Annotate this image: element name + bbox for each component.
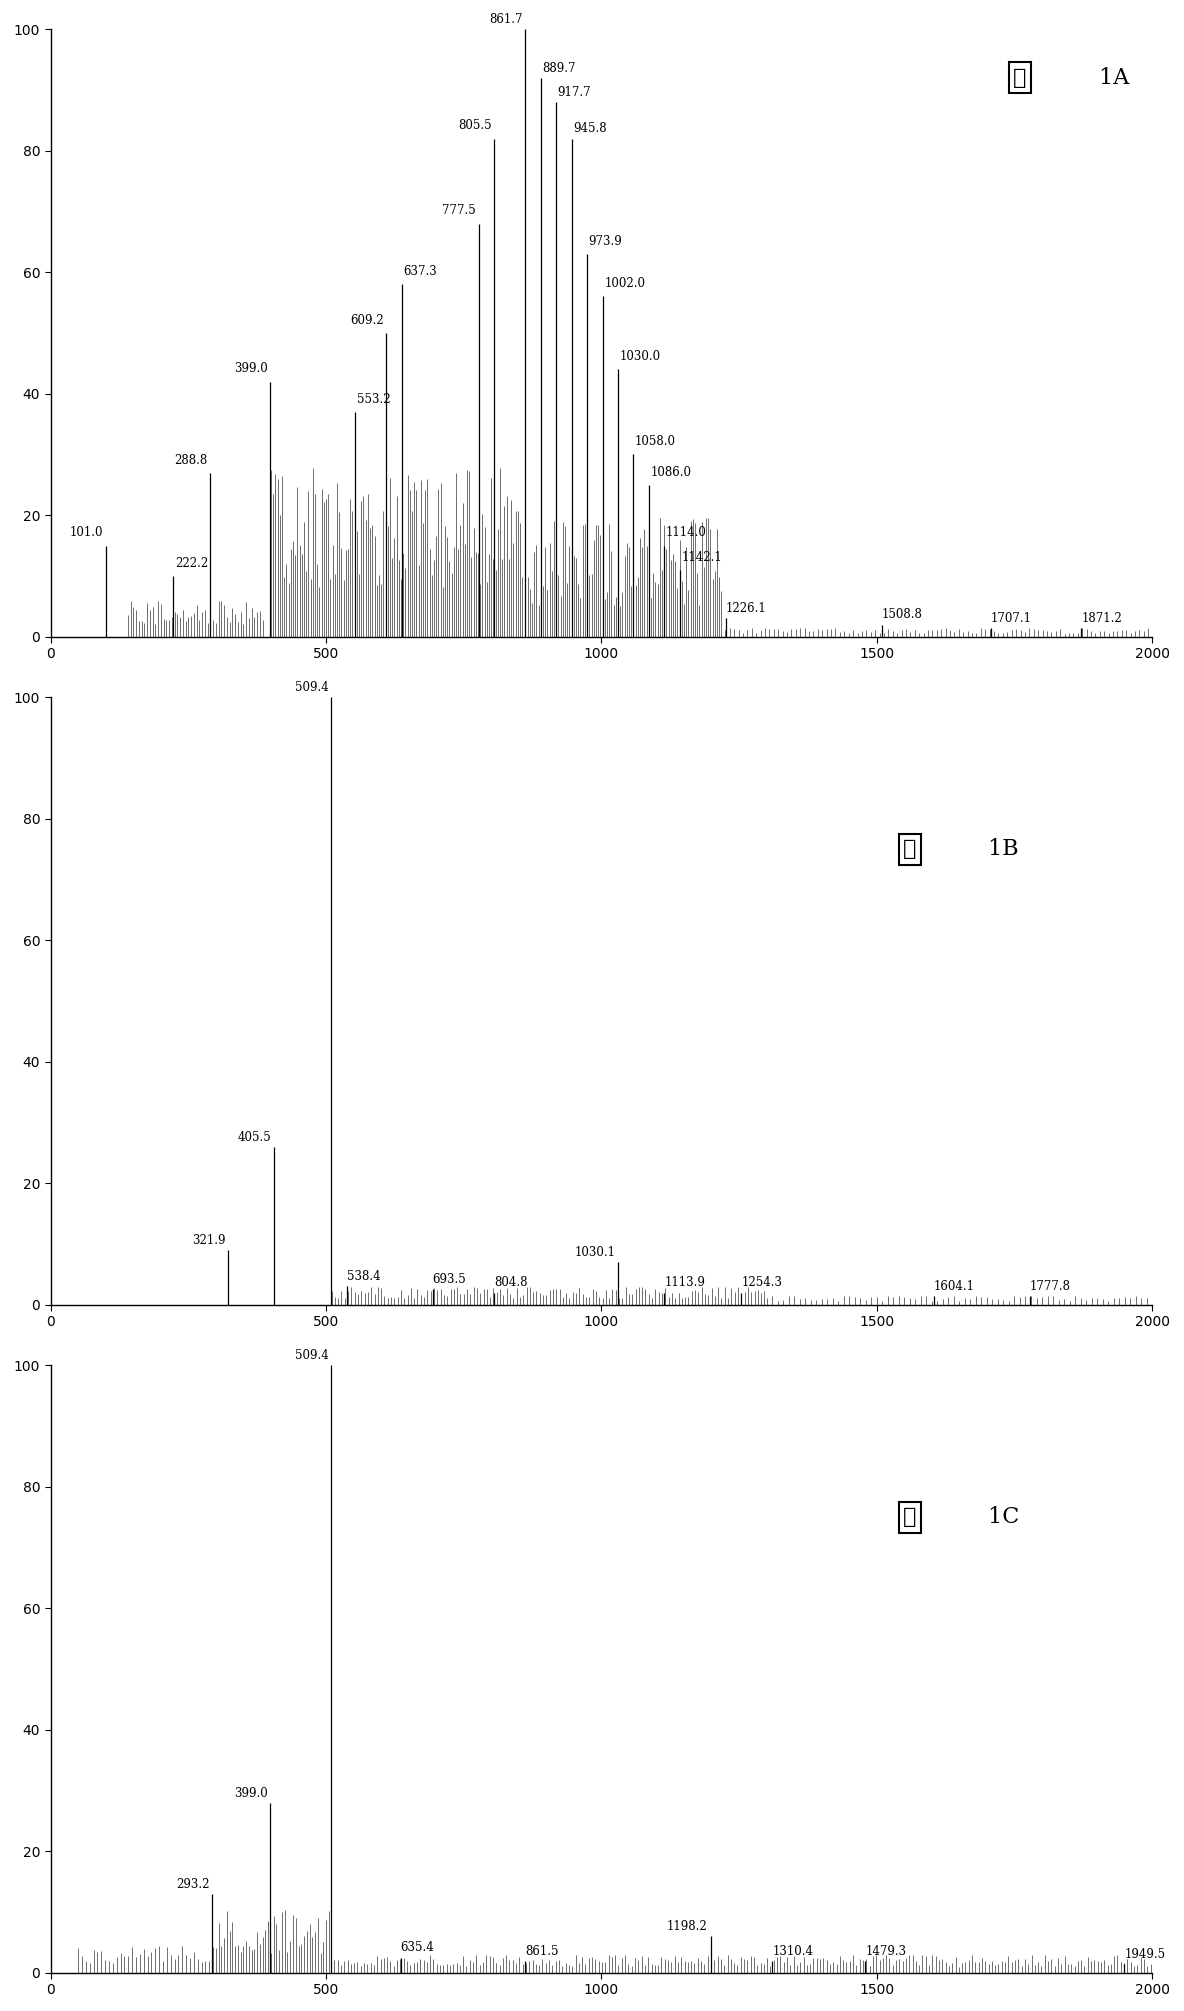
- Text: 1198.2: 1198.2: [667, 1921, 708, 1933]
- Text: 1058.0: 1058.0: [635, 434, 676, 448]
- Text: 1310.4: 1310.4: [772, 1945, 813, 1957]
- Text: 889.7: 889.7: [542, 62, 575, 74]
- Text: 399.0: 399.0: [234, 1786, 268, 1800]
- Text: 图: 图: [903, 1506, 916, 1528]
- Text: 1777.8: 1777.8: [1030, 1279, 1070, 1293]
- Text: 1871.2: 1871.2: [1081, 611, 1122, 625]
- Text: 399.0: 399.0: [234, 362, 268, 376]
- Text: 1508.8: 1508.8: [882, 609, 922, 621]
- Text: 1949.5: 1949.5: [1125, 1947, 1165, 1961]
- Text: 1254.3: 1254.3: [741, 1277, 783, 1289]
- Text: 405.5: 405.5: [238, 1130, 271, 1144]
- Text: 293.2: 293.2: [176, 1878, 210, 1890]
- Text: 288.8: 288.8: [174, 454, 207, 467]
- Text: 804.8: 804.8: [494, 1277, 527, 1289]
- Text: 1114.0: 1114.0: [665, 527, 707, 539]
- Text: 609.2: 609.2: [349, 314, 384, 328]
- Text: 321.9: 321.9: [192, 1235, 225, 1247]
- Text: 1479.3: 1479.3: [866, 1945, 907, 1957]
- Text: 1B: 1B: [982, 839, 1019, 861]
- Text: 509.4: 509.4: [295, 682, 328, 694]
- Text: 1086.0: 1086.0: [650, 467, 691, 479]
- Text: 1030.1: 1030.1: [574, 1247, 616, 1259]
- Text: 861.5: 861.5: [526, 1945, 559, 1957]
- Text: 1142.1: 1142.1: [681, 551, 722, 563]
- Text: 635.4: 635.4: [400, 1941, 435, 1955]
- Text: 222.2: 222.2: [175, 557, 208, 569]
- Text: 509.4: 509.4: [295, 1349, 328, 1361]
- Text: 1030.0: 1030.0: [619, 350, 661, 364]
- Text: 1C: 1C: [982, 1506, 1019, 1528]
- Text: 553.2: 553.2: [358, 392, 391, 406]
- Text: 1002.0: 1002.0: [604, 278, 645, 290]
- Text: 1707.1: 1707.1: [991, 611, 1031, 625]
- Text: 图: 图: [1014, 66, 1027, 88]
- Text: 1226.1: 1226.1: [726, 603, 767, 615]
- Text: 1113.9: 1113.9: [664, 1277, 704, 1289]
- Text: 101.0: 101.0: [70, 527, 103, 539]
- Text: 861.7: 861.7: [489, 14, 522, 26]
- Text: 1604.1: 1604.1: [934, 1279, 976, 1293]
- Text: 945.8: 945.8: [573, 123, 607, 135]
- Text: 637.3: 637.3: [404, 265, 437, 278]
- Text: 图: 图: [903, 839, 916, 861]
- Text: 805.5: 805.5: [458, 119, 491, 133]
- Text: 693.5: 693.5: [432, 1273, 466, 1287]
- Text: 973.9: 973.9: [588, 235, 623, 247]
- Text: 538.4: 538.4: [347, 1271, 381, 1283]
- Text: 917.7: 917.7: [558, 86, 591, 99]
- Text: 1A: 1A: [1092, 66, 1128, 88]
- Text: 777.5: 777.5: [443, 205, 476, 217]
